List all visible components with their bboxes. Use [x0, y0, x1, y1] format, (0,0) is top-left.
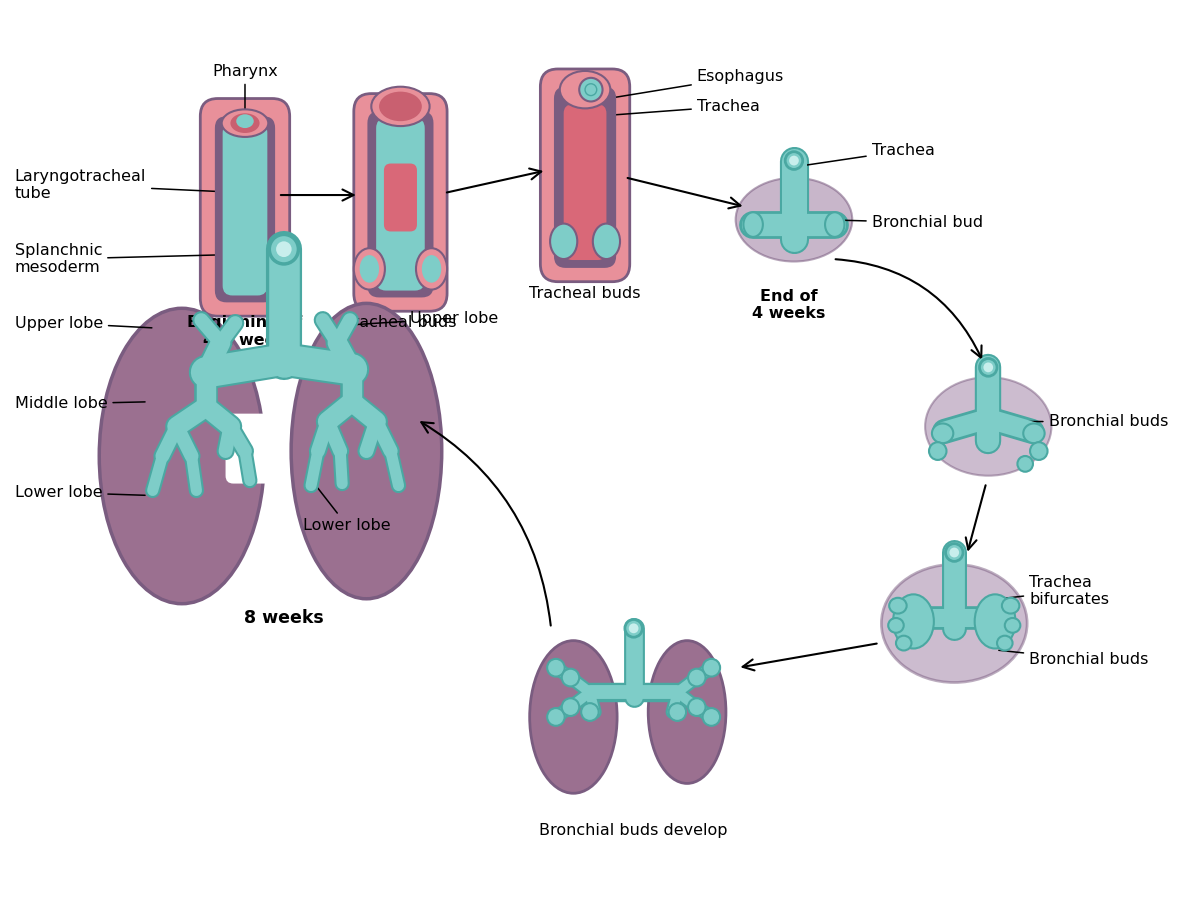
Circle shape: [688, 698, 706, 716]
Ellipse shape: [736, 178, 852, 261]
Ellipse shape: [236, 114, 253, 128]
FancyBboxPatch shape: [226, 414, 275, 484]
Ellipse shape: [379, 92, 422, 121]
Ellipse shape: [1030, 442, 1048, 460]
Ellipse shape: [881, 564, 1027, 682]
Ellipse shape: [371, 87, 430, 126]
Circle shape: [785, 152, 803, 169]
Text: Tracheal buds: Tracheal buds: [529, 286, 641, 301]
Ellipse shape: [893, 594, 934, 649]
Ellipse shape: [1004, 618, 1020, 633]
Text: Trachea: Trachea: [806, 143, 935, 165]
Text: Beginning of
4th week: Beginning of 4th week: [187, 315, 302, 348]
Circle shape: [581, 703, 599, 721]
Text: Upper lobe: Upper lobe: [352, 311, 498, 325]
Text: Esophagus: Esophagus: [599, 69, 784, 100]
Text: Tracheal buds: Tracheal buds: [344, 315, 456, 330]
Circle shape: [949, 548, 959, 558]
Text: Lower lobe: Lower lobe: [14, 485, 145, 500]
Text: Bronchial buds: Bronchial buds: [998, 650, 1148, 668]
Ellipse shape: [1002, 598, 1019, 613]
Ellipse shape: [222, 109, 269, 137]
Circle shape: [580, 77, 602, 101]
Text: Lower lobe: Lower lobe: [304, 478, 391, 533]
Ellipse shape: [889, 598, 907, 613]
Ellipse shape: [100, 308, 264, 604]
FancyBboxPatch shape: [564, 105, 606, 260]
Ellipse shape: [888, 618, 904, 633]
Ellipse shape: [974, 594, 1015, 649]
Ellipse shape: [292, 303, 442, 599]
Circle shape: [979, 359, 997, 376]
Ellipse shape: [360, 255, 379, 282]
Circle shape: [547, 659, 565, 677]
Ellipse shape: [896, 636, 912, 650]
Circle shape: [688, 669, 706, 686]
FancyBboxPatch shape: [367, 111, 433, 298]
Ellipse shape: [826, 212, 845, 237]
Circle shape: [946, 544, 964, 561]
Ellipse shape: [422, 255, 442, 282]
FancyBboxPatch shape: [223, 123, 268, 295]
Circle shape: [276, 241, 292, 257]
Ellipse shape: [997, 636, 1013, 650]
FancyBboxPatch shape: [354, 94, 448, 312]
Ellipse shape: [1018, 456, 1033, 472]
Ellipse shape: [550, 223, 577, 259]
Text: Laryngotracheal
tube: Laryngotracheal tube: [14, 169, 250, 201]
Circle shape: [703, 659, 720, 677]
Text: 8 weeks: 8 weeks: [244, 609, 324, 627]
FancyBboxPatch shape: [200, 98, 289, 316]
Ellipse shape: [593, 223, 620, 259]
Ellipse shape: [230, 113, 259, 133]
Ellipse shape: [932, 424, 953, 443]
Text: Pharynx: Pharynx: [212, 64, 278, 114]
FancyBboxPatch shape: [540, 69, 630, 281]
FancyBboxPatch shape: [384, 163, 416, 231]
Text: End of
4 weeks: End of 4 weeks: [752, 289, 826, 321]
Ellipse shape: [354, 248, 385, 290]
Ellipse shape: [744, 212, 763, 237]
Circle shape: [629, 623, 638, 633]
Ellipse shape: [1024, 424, 1045, 443]
Circle shape: [984, 363, 994, 373]
Circle shape: [562, 698, 580, 716]
Circle shape: [668, 703, 686, 721]
FancyBboxPatch shape: [215, 117, 275, 302]
Circle shape: [562, 669, 580, 686]
Text: Trachea: Trachea: [599, 99, 760, 116]
Text: Middle lobe: Middle lobe: [14, 396, 145, 411]
Ellipse shape: [648, 640, 726, 783]
Ellipse shape: [416, 248, 448, 290]
Circle shape: [586, 84, 596, 96]
Circle shape: [625, 619, 642, 637]
Ellipse shape: [925, 377, 1051, 476]
Circle shape: [547, 708, 565, 726]
Text: Bronchial buds: Bronchial buds: [1024, 414, 1168, 429]
Ellipse shape: [529, 640, 617, 793]
Text: Bronchial bud: Bronchial bud: [824, 215, 983, 230]
Text: Bronchial buds develop: Bronchial buds develop: [539, 824, 728, 838]
FancyBboxPatch shape: [376, 118, 425, 291]
Circle shape: [269, 234, 299, 264]
Circle shape: [703, 708, 720, 726]
Circle shape: [790, 156, 799, 166]
Text: Upper lobe: Upper lobe: [14, 315, 152, 331]
FancyBboxPatch shape: [554, 87, 616, 268]
Text: Splanchnic
mesoderm: Splanchnic mesoderm: [14, 243, 247, 275]
Ellipse shape: [559, 71, 611, 108]
Text: Trachea
bifurcates: Trachea bifurcates: [1003, 575, 1109, 607]
Ellipse shape: [929, 442, 947, 460]
